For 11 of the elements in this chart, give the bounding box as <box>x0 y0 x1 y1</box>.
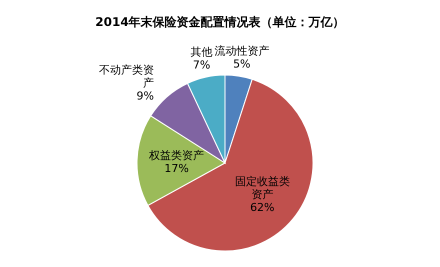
data-label: 7% <box>192 58 210 72</box>
slice-label: 流动性资产 <box>214 44 270 57</box>
slice-label: 权益类资产 <box>148 148 204 162</box>
slice-label: 其他 <box>190 45 213 58</box>
data-label: 9% <box>136 88 154 102</box>
data-label: 17% <box>164 161 189 174</box>
data-label: 5% <box>233 56 251 70</box>
slice-label: 不动产类资产 <box>99 62 154 89</box>
chart-title: 2014年末保险资金配置情况表（单位：万亿） <box>94 14 346 31</box>
data-label: 62% <box>250 200 275 214</box>
slice-label: 固定收益类资产 <box>234 174 290 200</box>
